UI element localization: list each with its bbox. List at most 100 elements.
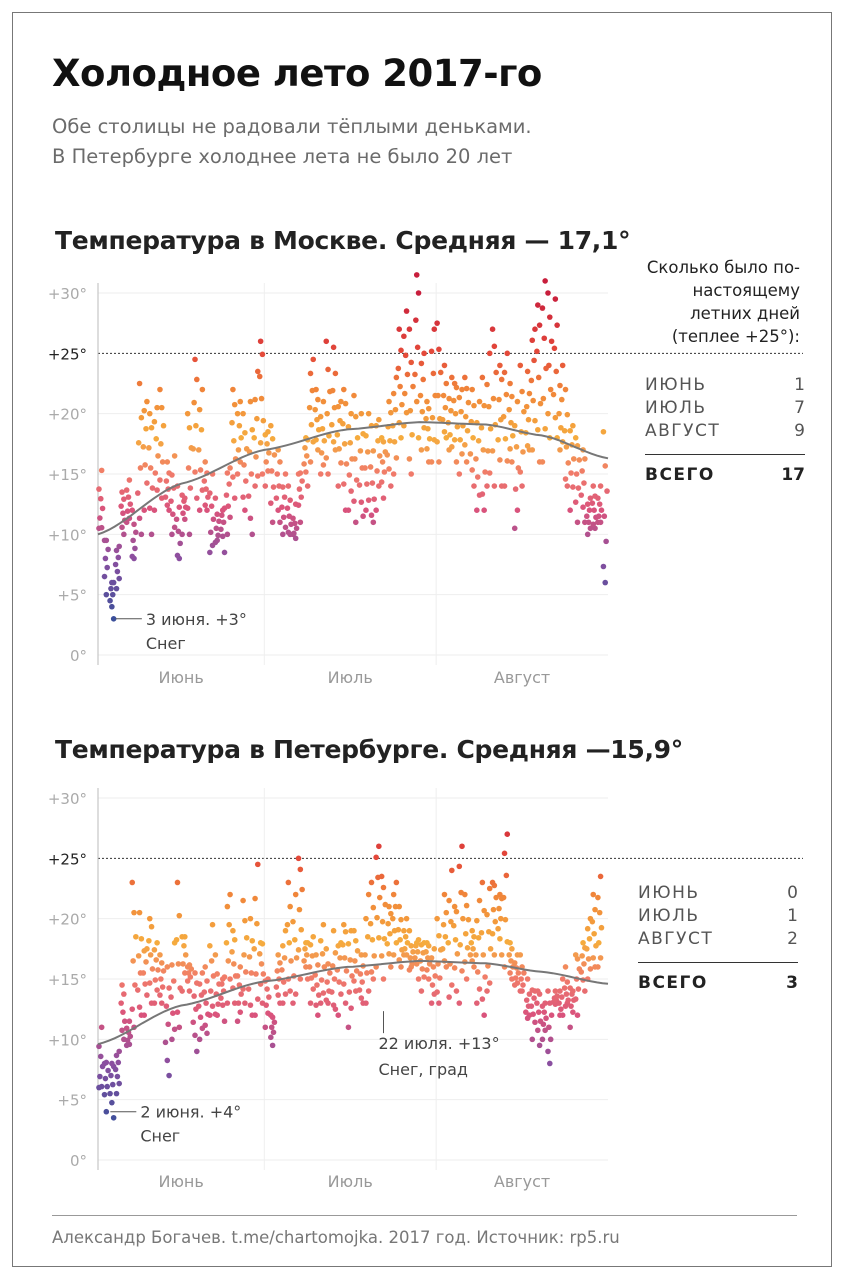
temperature-point [133,529,139,536]
temperature-point [580,504,586,510]
temperature-point [345,507,352,513]
temperature-point [157,992,163,998]
temperature-point [498,376,505,383]
temperature-point [121,496,127,502]
temperature-point [414,949,421,955]
trend-line [97,959,609,1046]
temperature-point [184,505,191,511]
temperature-point [408,359,415,366]
temperature-point [215,1001,221,1007]
temperature-point [332,950,339,956]
temperature-point [168,498,174,504]
temperature-point [334,431,341,438]
y-tick-label: +5° [57,587,87,605]
x-tick-label: Июль [328,1172,373,1191]
temperature-point [315,962,321,968]
temperature-point [252,483,258,489]
temperature-point [119,1027,125,1034]
temperature-point [559,362,566,369]
temperature-point [501,369,508,376]
temperature-point [171,1026,178,1033]
temperature-point [109,1081,116,1088]
temperature-point [396,326,403,333]
temperature-point [159,984,166,990]
temperature-point [227,514,233,521]
temperature-point [118,503,124,509]
temperature-point [423,415,429,422]
temperature-point [469,467,475,473]
temperature-point [174,879,181,886]
subtitle-line-2: В Петербурге холоднее лета не было 20 ле… [52,145,513,168]
temperature-point [98,1083,105,1090]
temperature-point [291,520,298,527]
temperature-point [474,917,480,924]
temperature-point [586,935,593,942]
temperature-point [402,933,409,940]
temperature-point [158,976,164,982]
temperature-point [386,951,392,957]
temperature-point [135,953,142,959]
temperature-point [268,1024,275,1031]
temperature-point [247,398,254,405]
temperature-point [258,961,265,967]
temperature-point [509,459,515,465]
temperature-point [517,988,524,994]
temperature-point [287,497,293,503]
temperature-point [282,991,289,997]
temperature-point [109,1060,115,1067]
temperature-point [194,376,200,383]
temperature-point [127,501,134,507]
temperature-point [112,1066,119,1073]
temperature-point [202,502,208,508]
temperature-point [464,945,471,951]
temperature-point [260,971,267,977]
temperature-point [173,516,180,523]
temperature-point [437,369,444,376]
temperature-point [511,422,518,429]
temperature-point [249,937,256,944]
temperature-point [141,407,148,414]
temperature-point [182,495,188,501]
temperature-point [254,920,260,927]
subtitle-line-1: Обе столицы не радовали тёплыми деньками… [52,115,532,138]
temperature-point [207,943,213,949]
temperature-point [325,471,331,477]
temperature-point [151,418,158,425]
temperature-point [587,495,594,501]
temperature-point [196,406,203,413]
stats-label: ВСЕГО [645,465,715,485]
temperature-point [170,1010,176,1016]
temperature-point [523,997,530,1003]
temperature-point [219,981,225,987]
temperature-point [176,504,183,510]
temperature-point [342,928,349,935]
temperature-point [101,1060,108,1067]
temperature-point [493,369,499,376]
temperature-point [310,933,317,940]
temperature-point [353,968,360,974]
temperature-point [378,953,385,959]
temperature-point [169,1036,175,1043]
temperature-point [110,616,117,622]
temperature-point [194,1048,200,1055]
temperature-point [582,456,588,462]
stats-label: ВСЕГО [638,973,708,993]
temperature-point [426,436,433,442]
temperature-point [497,362,503,369]
temperature-point [306,404,313,411]
temperature-point [341,441,348,447]
temperature-point [574,1012,581,1018]
temperature-point [590,483,597,489]
temperature-point [586,507,593,513]
temperature-point [105,546,111,553]
temperature-point [393,879,400,886]
temperature-point [338,460,344,466]
temperature-point [451,380,458,387]
temperature-point [224,1000,231,1006]
temperature-point [314,416,320,423]
temperature-point [365,497,372,503]
temperature-point [397,383,403,390]
temperature-point [357,971,364,977]
temperature-point [348,488,354,494]
temperature-point [324,979,330,985]
